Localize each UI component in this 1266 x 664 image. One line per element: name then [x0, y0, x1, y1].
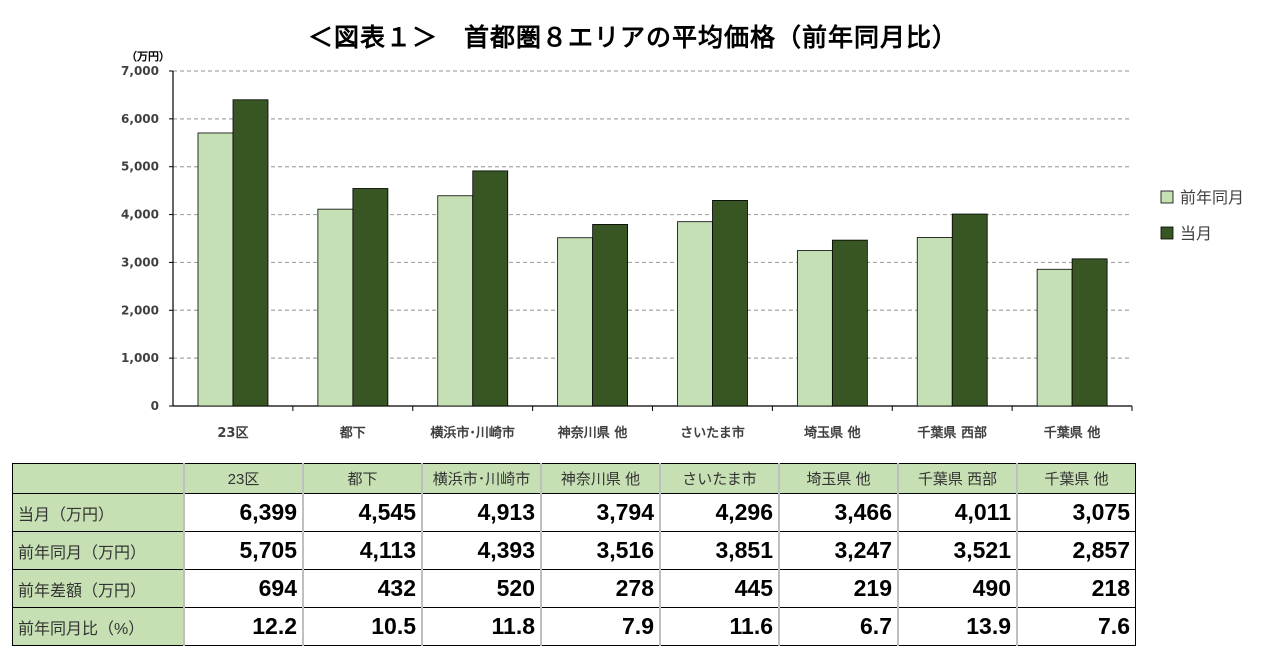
table-cell: 4,296: [659, 493, 780, 532]
bar-current: [951, 213, 988, 407]
legend-label: 当月: [1180, 224, 1212, 243]
column-header: 埼玉県 他: [778, 463, 899, 494]
table-cell: 4,913: [421, 493, 542, 532]
column-header: さいたま市: [659, 463, 780, 494]
y-tick-label: 6,000: [121, 112, 159, 126]
column-header: 都下: [302, 463, 423, 494]
y-tick-label: 0: [151, 399, 159, 413]
x-tick-label: 埼玉県 他: [804, 425, 861, 441]
row-label: 前年差額（万円）: [12, 569, 185, 608]
y-tick-label: 5,000: [121, 160, 159, 174]
table-cell: 278: [540, 569, 661, 608]
x-tick-label: 千葉県 西部: [917, 425, 987, 441]
row-label: 当月（万円）: [12, 493, 185, 532]
bar-current: [712, 200, 748, 407]
table-row: 前年差額（万円） 694 432 520 278 445 219 490 218: [12, 569, 1136, 608]
bar-chart: 0 1,000 2,000 3,000 4,000 5,000 6,000 7,000（万円）…: [121, 50, 1244, 441]
table-cell: 219: [778, 569, 899, 608]
x-tick-label: 都下: [339, 425, 366, 441]
bar-prev-year: [916, 237, 953, 407]
column-header: 神奈川県 他: [540, 463, 661, 494]
bar-current: [592, 224, 629, 407]
table-cell: 3,521: [897, 531, 1018, 570]
bar-prev-year: [317, 208, 354, 407]
legend-swatch: [1160, 190, 1174, 204]
table-cell: 6.7: [778, 607, 899, 646]
bar-current: [472, 170, 509, 407]
column-header: 23区: [183, 463, 304, 494]
table-cell: 3,516: [540, 531, 661, 570]
row-label: 前年同月（万円）: [12, 531, 185, 570]
y-tick-label: 2,000: [121, 303, 159, 317]
x-tick-label: 神奈川県 他: [558, 425, 628, 441]
table-cell: 4,545: [302, 493, 423, 532]
table-cell: 432: [302, 569, 423, 608]
table-cell: 11.6: [659, 607, 780, 646]
x-tick-label: 横浜市･川崎市: [430, 425, 515, 441]
table-cell: 12.2: [183, 607, 304, 646]
chart-title: ＜図表１＞ 首都圏８エリアの平均価格（前年同月比）: [307, 23, 958, 52]
table-cell: 3,794: [540, 493, 661, 532]
table-cell: 7.9: [540, 607, 661, 646]
table-cell: 13.9: [897, 607, 1018, 646]
y-tick-label: 7,000: [121, 64, 159, 78]
table-cell: 4,011: [897, 493, 1018, 532]
data-table: 23区 都下 横浜市･川崎市 神奈川県 他さいたま市 埼玉県 他千葉県 西部 千葉県 他当…: [12, 463, 1136, 646]
table-cell: 3,851: [659, 531, 780, 570]
table-cell: 4,393: [421, 531, 542, 570]
table-corner-cell: [12, 463, 185, 494]
table-cell: 11.8: [421, 607, 542, 646]
table-header-row: 23区 都下 横浜市･川崎市 神奈川県 他さいたま市 埼玉県 他千葉県 西部 千葉県 他: [12, 463, 1136, 494]
bar-prev-year: [557, 237, 594, 407]
y-tick-label: 4,000: [121, 208, 159, 222]
bar-current: [232, 99, 269, 407]
table-cell: 520: [421, 569, 542, 608]
table-cell: 3,466: [778, 493, 899, 532]
legend-swatch: [1160, 226, 1174, 240]
table-cell: 490: [897, 569, 1018, 608]
y-axis-unit: （万円）: [126, 50, 170, 63]
column-header: 横浜市･川崎市: [421, 463, 542, 494]
bar-current: [1071, 258, 1108, 407]
x-tick-label: さいたま市: [680, 425, 745, 441]
bar-prev-year: [796, 250, 833, 407]
bar-current: [831, 239, 868, 407]
y-tick-label: 3,000: [121, 255, 159, 269]
row-label: 前年同月比（%）: [12, 607, 185, 646]
x-tick-label: 23区: [217, 426, 248, 441]
table-cell: 5,705: [183, 531, 304, 570]
table-cell: 4,113: [302, 531, 423, 570]
y-tick-label: 1,000: [121, 351, 159, 365]
bar-prev-year: [677, 221, 713, 407]
table-cell: 3,075: [1016, 493, 1136, 532]
bar-prev-year: [437, 195, 474, 407]
table-cell: 694: [183, 569, 304, 608]
bar-current: [352, 188, 389, 407]
table-cell: 7.6: [1016, 607, 1136, 646]
table-cell: 2,857: [1016, 531, 1136, 570]
table-row: 当月（万円） 6,399 4,545 4,913 3,794 4,296 3,466 4,01…: [12, 493, 1136, 532]
table-cell: 218: [1016, 569, 1136, 608]
table-row: 前年同月（万円） 5,705 4,113 4,393 3,516 3,851 3,247 3,…: [12, 531, 1136, 570]
x-tick-label: 千葉県 他: [1044, 425, 1101, 441]
table-cell: 10.5: [302, 607, 423, 646]
bar-prev-year: [1036, 268, 1073, 407]
column-header: 千葉県 他: [1016, 463, 1136, 494]
column-header: 千葉県 西部: [897, 463, 1018, 494]
legend-label: 前年同月: [1180, 188, 1244, 207]
table-cell: 445: [659, 569, 780, 608]
table-cell: 6,399: [183, 493, 304, 532]
table-cell: 3,247: [778, 531, 899, 570]
table-row: 前年同月比（%） 12.2 10.5 11.8 7.9 11.6 6.7 13.9 7.6: [12, 607, 1136, 646]
bar-prev-year: [197, 132, 234, 407]
